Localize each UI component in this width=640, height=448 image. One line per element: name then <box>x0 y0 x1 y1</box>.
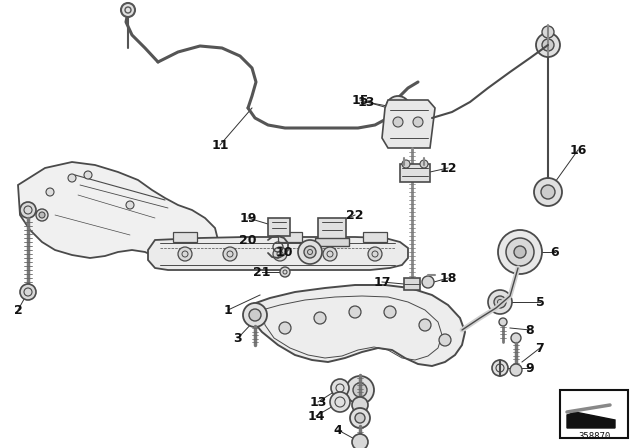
Text: 13: 13 <box>357 95 374 108</box>
Circle shape <box>330 392 350 412</box>
Circle shape <box>494 296 506 308</box>
Circle shape <box>314 312 326 324</box>
Circle shape <box>223 247 237 261</box>
Circle shape <box>352 434 368 448</box>
Circle shape <box>331 379 349 397</box>
Circle shape <box>84 171 92 179</box>
Circle shape <box>39 212 45 218</box>
Text: 18: 18 <box>439 271 457 284</box>
Circle shape <box>352 397 368 413</box>
Circle shape <box>20 202 36 218</box>
Text: 4: 4 <box>333 423 342 436</box>
Text: 17: 17 <box>373 276 391 289</box>
Bar <box>363 232 387 242</box>
Circle shape <box>534 178 562 206</box>
Bar <box>278 232 302 242</box>
Circle shape <box>492 360 508 376</box>
Circle shape <box>350 408 370 428</box>
Circle shape <box>323 247 337 261</box>
Bar <box>318 218 346 240</box>
Circle shape <box>298 240 322 264</box>
Circle shape <box>541 185 555 199</box>
Circle shape <box>243 303 267 327</box>
Circle shape <box>355 413 365 423</box>
Text: 1: 1 <box>223 303 232 316</box>
Polygon shape <box>382 100 435 148</box>
Circle shape <box>353 383 367 397</box>
Circle shape <box>126 201 134 209</box>
Circle shape <box>506 238 534 266</box>
Circle shape <box>420 160 428 168</box>
Circle shape <box>304 246 316 258</box>
Circle shape <box>422 276 434 288</box>
Circle shape <box>249 309 261 321</box>
Text: 358870: 358870 <box>578 431 610 440</box>
Circle shape <box>514 246 526 258</box>
Circle shape <box>280 267 290 277</box>
Circle shape <box>498 230 542 274</box>
Text: 5: 5 <box>536 296 545 309</box>
Circle shape <box>368 247 382 261</box>
Bar <box>315 238 349 246</box>
Text: 15: 15 <box>351 94 369 107</box>
Circle shape <box>419 319 431 331</box>
Circle shape <box>384 306 396 318</box>
Text: 11: 11 <box>211 138 228 151</box>
Text: 7: 7 <box>536 341 545 354</box>
Text: 9: 9 <box>525 362 534 375</box>
Circle shape <box>542 26 554 38</box>
Polygon shape <box>148 237 408 270</box>
Text: 21: 21 <box>253 266 271 279</box>
Circle shape <box>511 333 521 343</box>
Bar <box>400 164 430 182</box>
Circle shape <box>68 174 76 182</box>
Circle shape <box>413 117 423 127</box>
Circle shape <box>273 247 287 261</box>
Polygon shape <box>250 285 465 366</box>
Circle shape <box>349 306 361 318</box>
Circle shape <box>36 209 48 221</box>
Text: 22: 22 <box>346 208 364 221</box>
Text: 6: 6 <box>550 246 559 258</box>
Circle shape <box>402 160 410 168</box>
Circle shape <box>20 284 36 300</box>
Polygon shape <box>18 162 218 268</box>
Circle shape <box>386 96 410 120</box>
Circle shape <box>536 33 560 57</box>
Bar <box>560 390 628 438</box>
Circle shape <box>439 334 451 346</box>
Circle shape <box>392 102 404 114</box>
Circle shape <box>121 3 135 17</box>
Bar <box>173 232 197 242</box>
Circle shape <box>488 290 512 314</box>
Polygon shape <box>567 412 615 428</box>
Text: 8: 8 <box>525 323 534 336</box>
Text: 14: 14 <box>307 409 324 422</box>
Circle shape <box>279 322 291 334</box>
Circle shape <box>346 376 374 404</box>
Circle shape <box>178 247 192 261</box>
Text: 20: 20 <box>239 233 257 246</box>
Bar <box>404 278 420 290</box>
Bar <box>268 218 290 236</box>
Text: 12: 12 <box>439 161 457 175</box>
Circle shape <box>542 39 554 51</box>
Circle shape <box>510 364 522 376</box>
Text: 2: 2 <box>13 303 22 316</box>
Circle shape <box>393 117 403 127</box>
Text: 16: 16 <box>570 143 587 156</box>
Circle shape <box>499 318 507 326</box>
Text: 13: 13 <box>309 396 326 409</box>
Text: 3: 3 <box>234 332 243 345</box>
Text: 10: 10 <box>275 246 292 258</box>
Text: 19: 19 <box>239 211 257 224</box>
Circle shape <box>46 188 54 196</box>
